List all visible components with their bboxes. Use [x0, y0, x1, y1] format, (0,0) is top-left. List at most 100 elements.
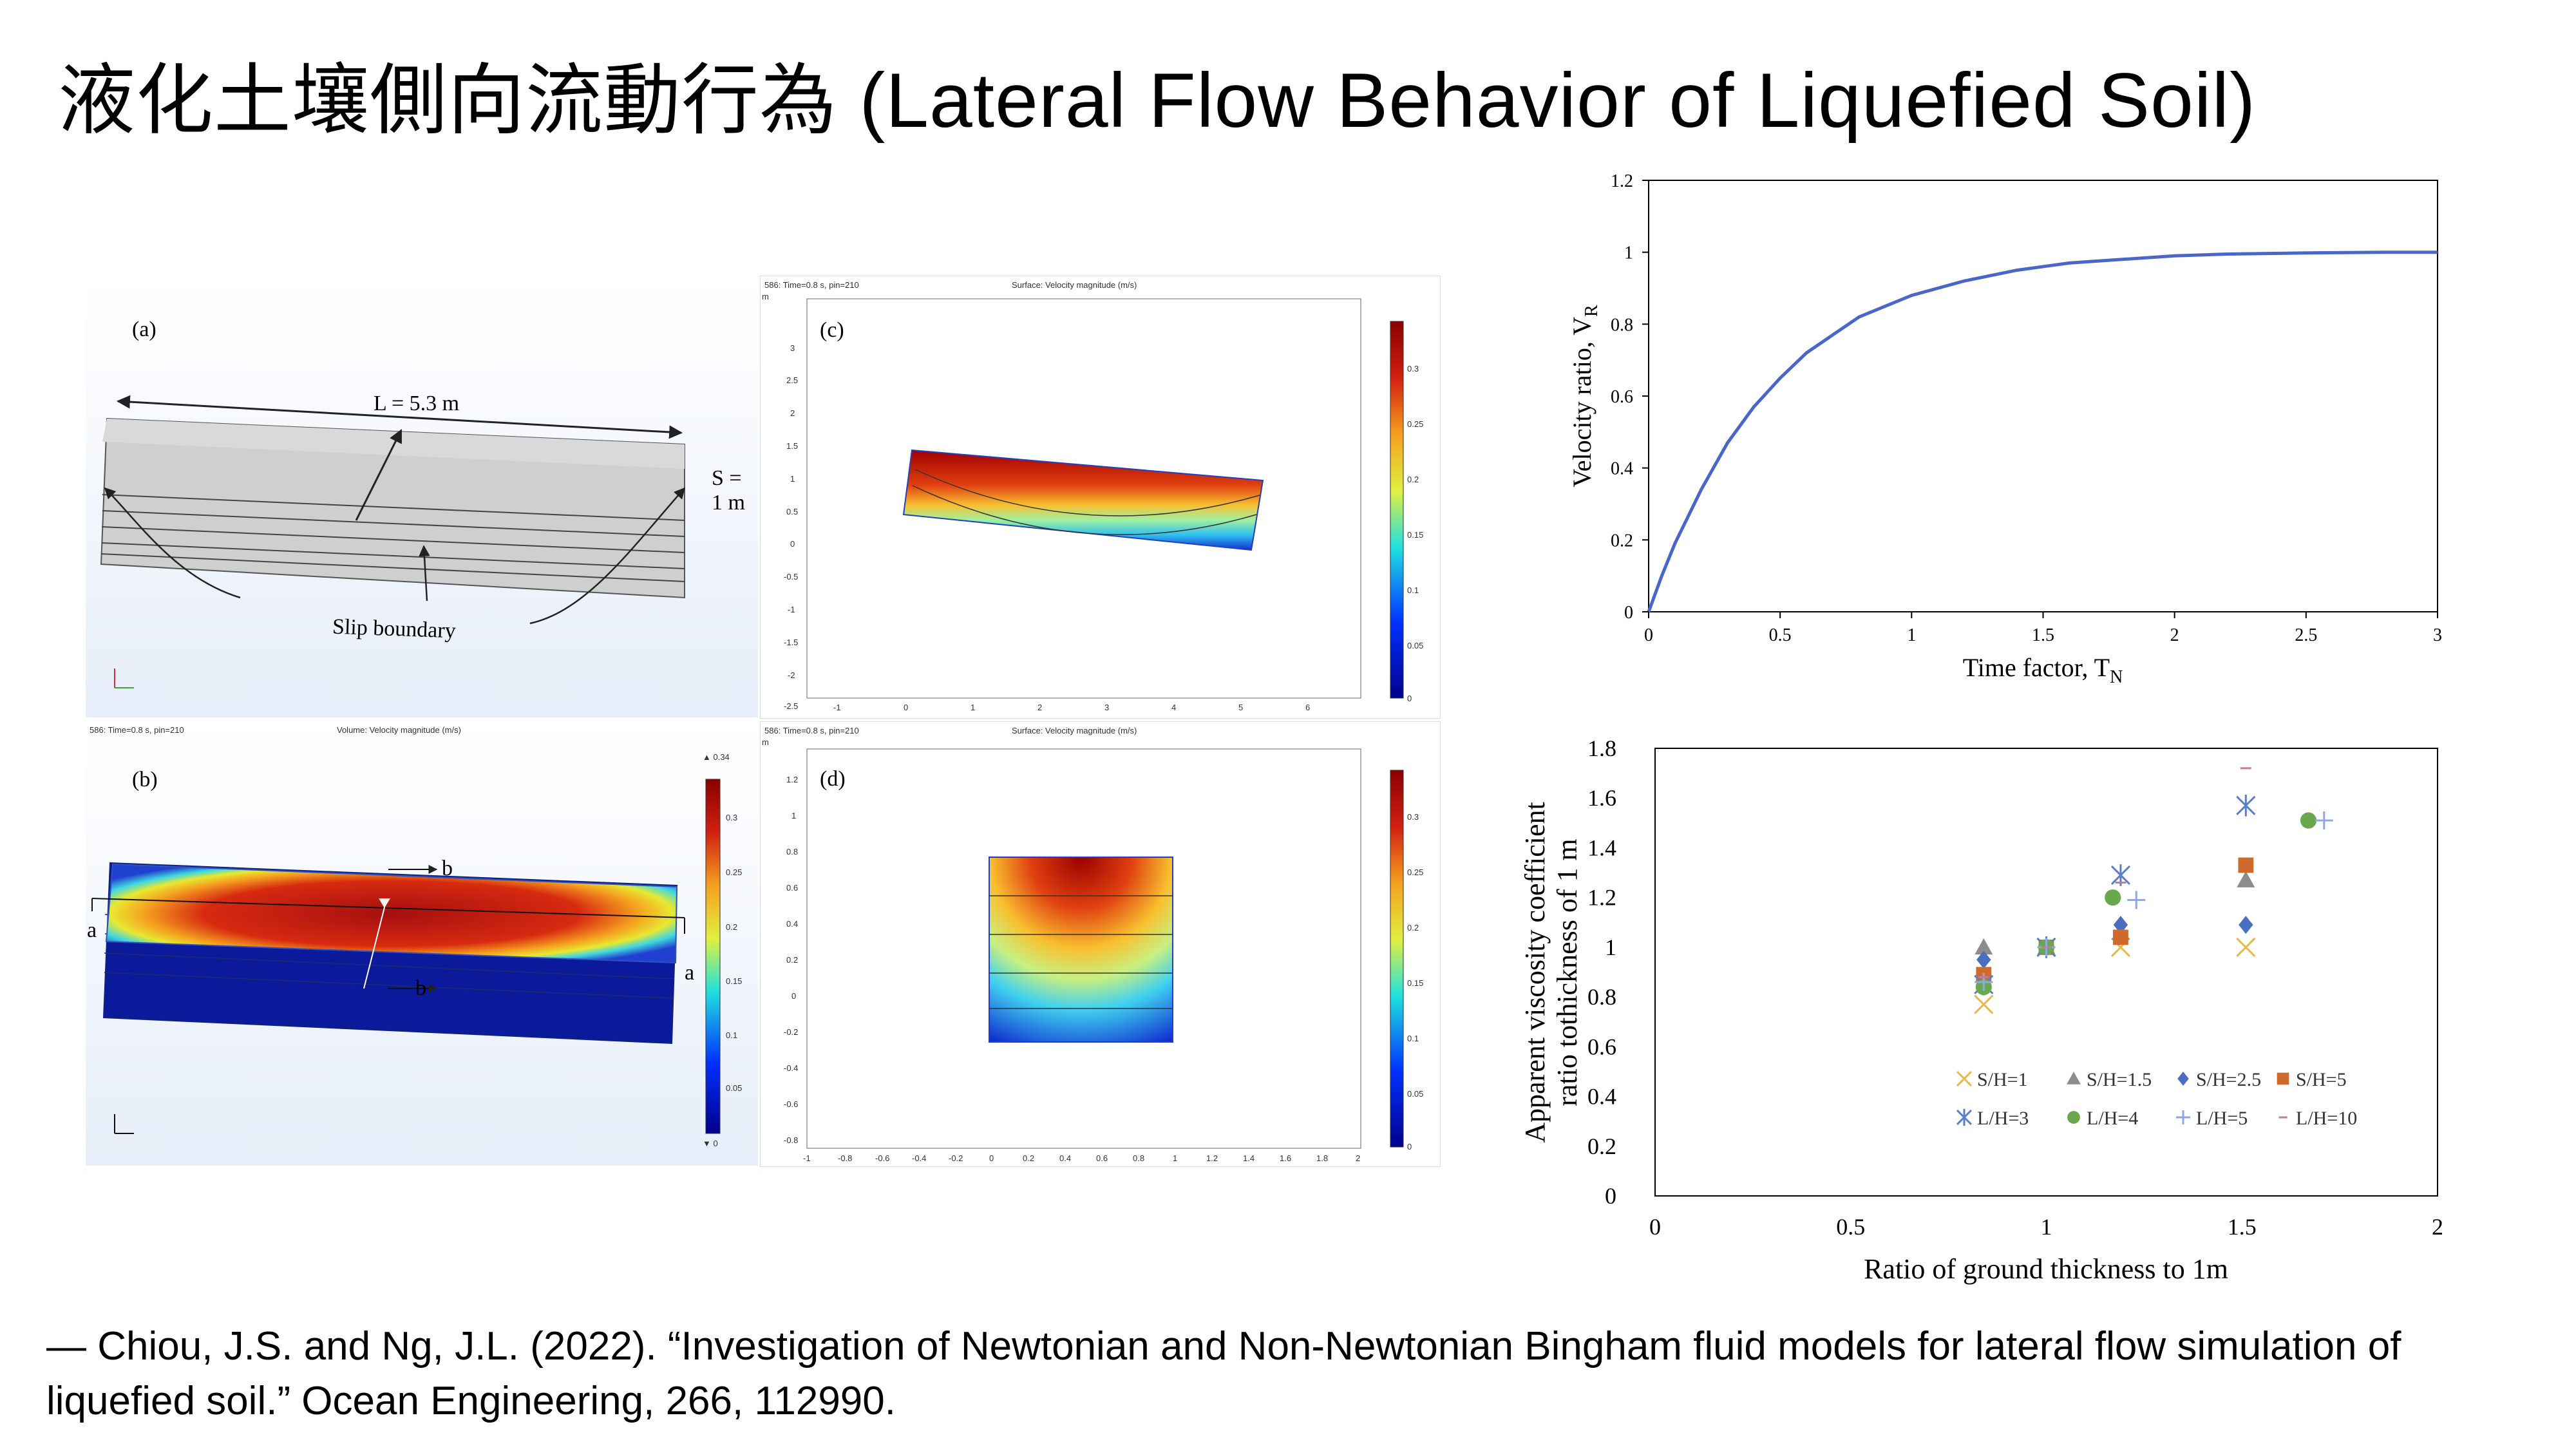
length-label: L = 5.3 m — [374, 392, 460, 415]
c-ytick-7: -0.5 — [784, 572, 799, 582]
d-ytick-0: 1.2 — [786, 775, 799, 784]
colorbar-max-label: ▲ 0.34 — [703, 752, 730, 762]
d-ytick-3: 0.6 — [786, 883, 799, 893]
data-point-s-h-5 — [2238, 857, 2254, 873]
data-point-s-h-2-5 — [1976, 951, 1991, 969]
d-xtick-1: -0.8 — [838, 1153, 853, 1163]
chart1-ytick-label: 0 — [1624, 603, 1633, 623]
chart2-ytick-label: 1.4 — [1587, 835, 1616, 860]
c-cbar-4: 0.1 — [1407, 585, 1419, 595]
chart2-ytick-label: 0.8 — [1587, 984, 1616, 1010]
d-xtick-5: 0 — [989, 1153, 994, 1163]
chart1-xtick-label: 2.5 — [2295, 625, 2317, 645]
d-xtick-6: 0.2 — [1023, 1153, 1035, 1163]
chart1-xtick-label: 1 — [1907, 625, 1916, 645]
c-cbar-2: 0.2 — [1407, 475, 1419, 484]
c-cbar-6: 0 — [1407, 694, 1412, 703]
c-ytick-11: -2.5 — [784, 701, 799, 711]
c-xtick-5: 4 — [1171, 703, 1177, 712]
d-xtick-13: 1.6 — [1280, 1153, 1292, 1163]
data-point-s-h-1 — [1974, 994, 1994, 1014]
cbar-tick-4: 0.1 — [726, 1030, 738, 1040]
panel-d: 586: Time=0.8 s, pin=210 Surface: Veloci… — [760, 721, 1441, 1167]
panel-d-header-left: 586: Time=0.8 s, pin=210 — [764, 726, 859, 735]
panel-d-header-center: Surface: Velocity magnitude (m/s) — [1012, 726, 1137, 735]
data-point-s-h-1-5 — [1975, 938, 1993, 955]
chart2-xtick-label: 0.5 — [1836, 1214, 1865, 1240]
chart2-xtick-label: 2 — [2432, 1214, 2443, 1240]
chart1-ylabel: Velocity ratio, VR — [1567, 305, 1602, 488]
chart1-xtick-label: 2 — [2170, 625, 2179, 645]
c-ytick-0: 3 — [790, 343, 795, 353]
chart2-xlabel: Ratio of ground thickness to 1m — [1864, 1253, 2228, 1285]
c-ytick-1: 2.5 — [786, 375, 799, 385]
chart1-xtick-label: 1.5 — [2032, 625, 2054, 645]
panel-a: (a) L = 5.3 m S = 1 m Slip boundary — [86, 276, 758, 717]
chart1-xlabel: Time factor, TN — [1963, 653, 2123, 687]
velocity-ratio-line — [1647, 251, 2438, 612]
d-ytick-8: -0.4 — [784, 1063, 799, 1073]
data-point-l-h-4 — [2105, 889, 2121, 906]
cbar-tick-5: 0.05 — [726, 1083, 743, 1093]
d-cbar-3: 0.15 — [1407, 978, 1424, 988]
d-xtick-0: -1 — [803, 1153, 811, 1163]
chart1-plot-area — [1648, 180, 2438, 612]
slip-boundary-label: Slip boundary — [332, 614, 457, 643]
chart1-ytick-label: 0.4 — [1611, 459, 1633, 479]
chart2-ytick-label: 0.6 — [1587, 1034, 1616, 1059]
c-ytick-2: 2 — [790, 408, 795, 418]
viscosity-ratio-chart: 0 0.2 0.4 0.6 0.8 1 1.2 1.4 1.6 1.8 0 0.5 1 1.5 2 S/H… — [1519, 735, 2443, 1285]
d-ytick-10: -0.8 — [784, 1135, 799, 1145]
chart2-xtick-label: 1 — [2041, 1214, 2052, 1240]
chart1-ytick-label: 1.2 — [1611, 171, 1633, 191]
c-xtick-1: 0 — [904, 703, 909, 712]
panel-c-label: (c) — [820, 318, 844, 342]
c-xtick-0: -1 — [833, 703, 841, 712]
chart2-ytick-label: 1.8 — [1587, 735, 1616, 761]
d-xtick-12: 1.4 — [1243, 1153, 1255, 1163]
chart2-ytick-label: 1 — [1605, 934, 1616, 960]
d-cbar-0: 0.3 — [1407, 812, 1419, 822]
d-ytick-6: 0 — [791, 991, 797, 1001]
d-xtick-9: 0.8 — [1133, 1153, 1145, 1163]
chart2-ytick-label: 0.2 — [1587, 1133, 1616, 1159]
chart1-ytick-label: 0.8 — [1611, 315, 1633, 335]
c-ytick-8: -1 — [788, 605, 795, 614]
legend-marker — [2176, 1110, 2190, 1124]
c-xtick-3: 2 — [1037, 703, 1043, 712]
legend-label: S/H=5 — [2296, 1069, 2347, 1090]
d-ytick-2: 0.8 — [786, 847, 799, 857]
c-ytick-10: -2 — [788, 670, 795, 680]
c-cbar-0: 0.3 — [1407, 364, 1419, 374]
panel-c: 586: Time=0.8 s, pin=210 Surface: Veloci… — [760, 276, 1441, 719]
panel-a-figure — [100, 395, 686, 688]
c-ytick-9: -1.5 — [784, 638, 799, 647]
panel-c-unit: m — [762, 292, 769, 301]
c-ytick-5: 0.5 — [786, 507, 799, 516]
c-cbar-1: 0.25 — [1407, 419, 1424, 429]
data-point-l-h-3 — [2236, 795, 2256, 817]
chart1-xtick-label: 0 — [1644, 625, 1653, 645]
c-xtick-4: 3 — [1104, 703, 1110, 712]
legend-label: L/H=3 — [1977, 1108, 2029, 1129]
panel-a-label: (a) — [132, 317, 156, 341]
d-cbar-2: 0.2 — [1407, 923, 1419, 933]
legend-label: S/H=1.5 — [2087, 1069, 2152, 1090]
chart1-xtick-label: 3 — [2433, 625, 2442, 645]
d-cbar-1: 0.25 — [1407, 867, 1424, 877]
d-ytick-5: 0.2 — [786, 955, 799, 965]
cbar-tick-1: 0.25 — [726, 867, 743, 877]
legend-marker — [2067, 1072, 2081, 1084]
legend-label: L/H=10 — [2296, 1108, 2357, 1129]
c-xtick-2: 1 — [971, 703, 976, 712]
panel-c-header-center: Surface: Velocity magnitude (m/s) — [1012, 280, 1137, 290]
cut-a-right-label: a — [685, 961, 695, 985]
d-xtick-11: 1.2 — [1206, 1153, 1218, 1163]
chart1-ytick-label: 0.2 — [1611, 531, 1633, 551]
c-xtick-6: 5 — [1238, 703, 1244, 712]
cbar-tick-0: 0.3 — [726, 813, 738, 822]
data-point-l-h-5 — [2315, 811, 2333, 829]
d-cbar-5: 0.05 — [1407, 1089, 1424, 1099]
c-ytick-4: 1 — [790, 474, 795, 484]
legend-label: S/H=2.5 — [2196, 1069, 2261, 1090]
